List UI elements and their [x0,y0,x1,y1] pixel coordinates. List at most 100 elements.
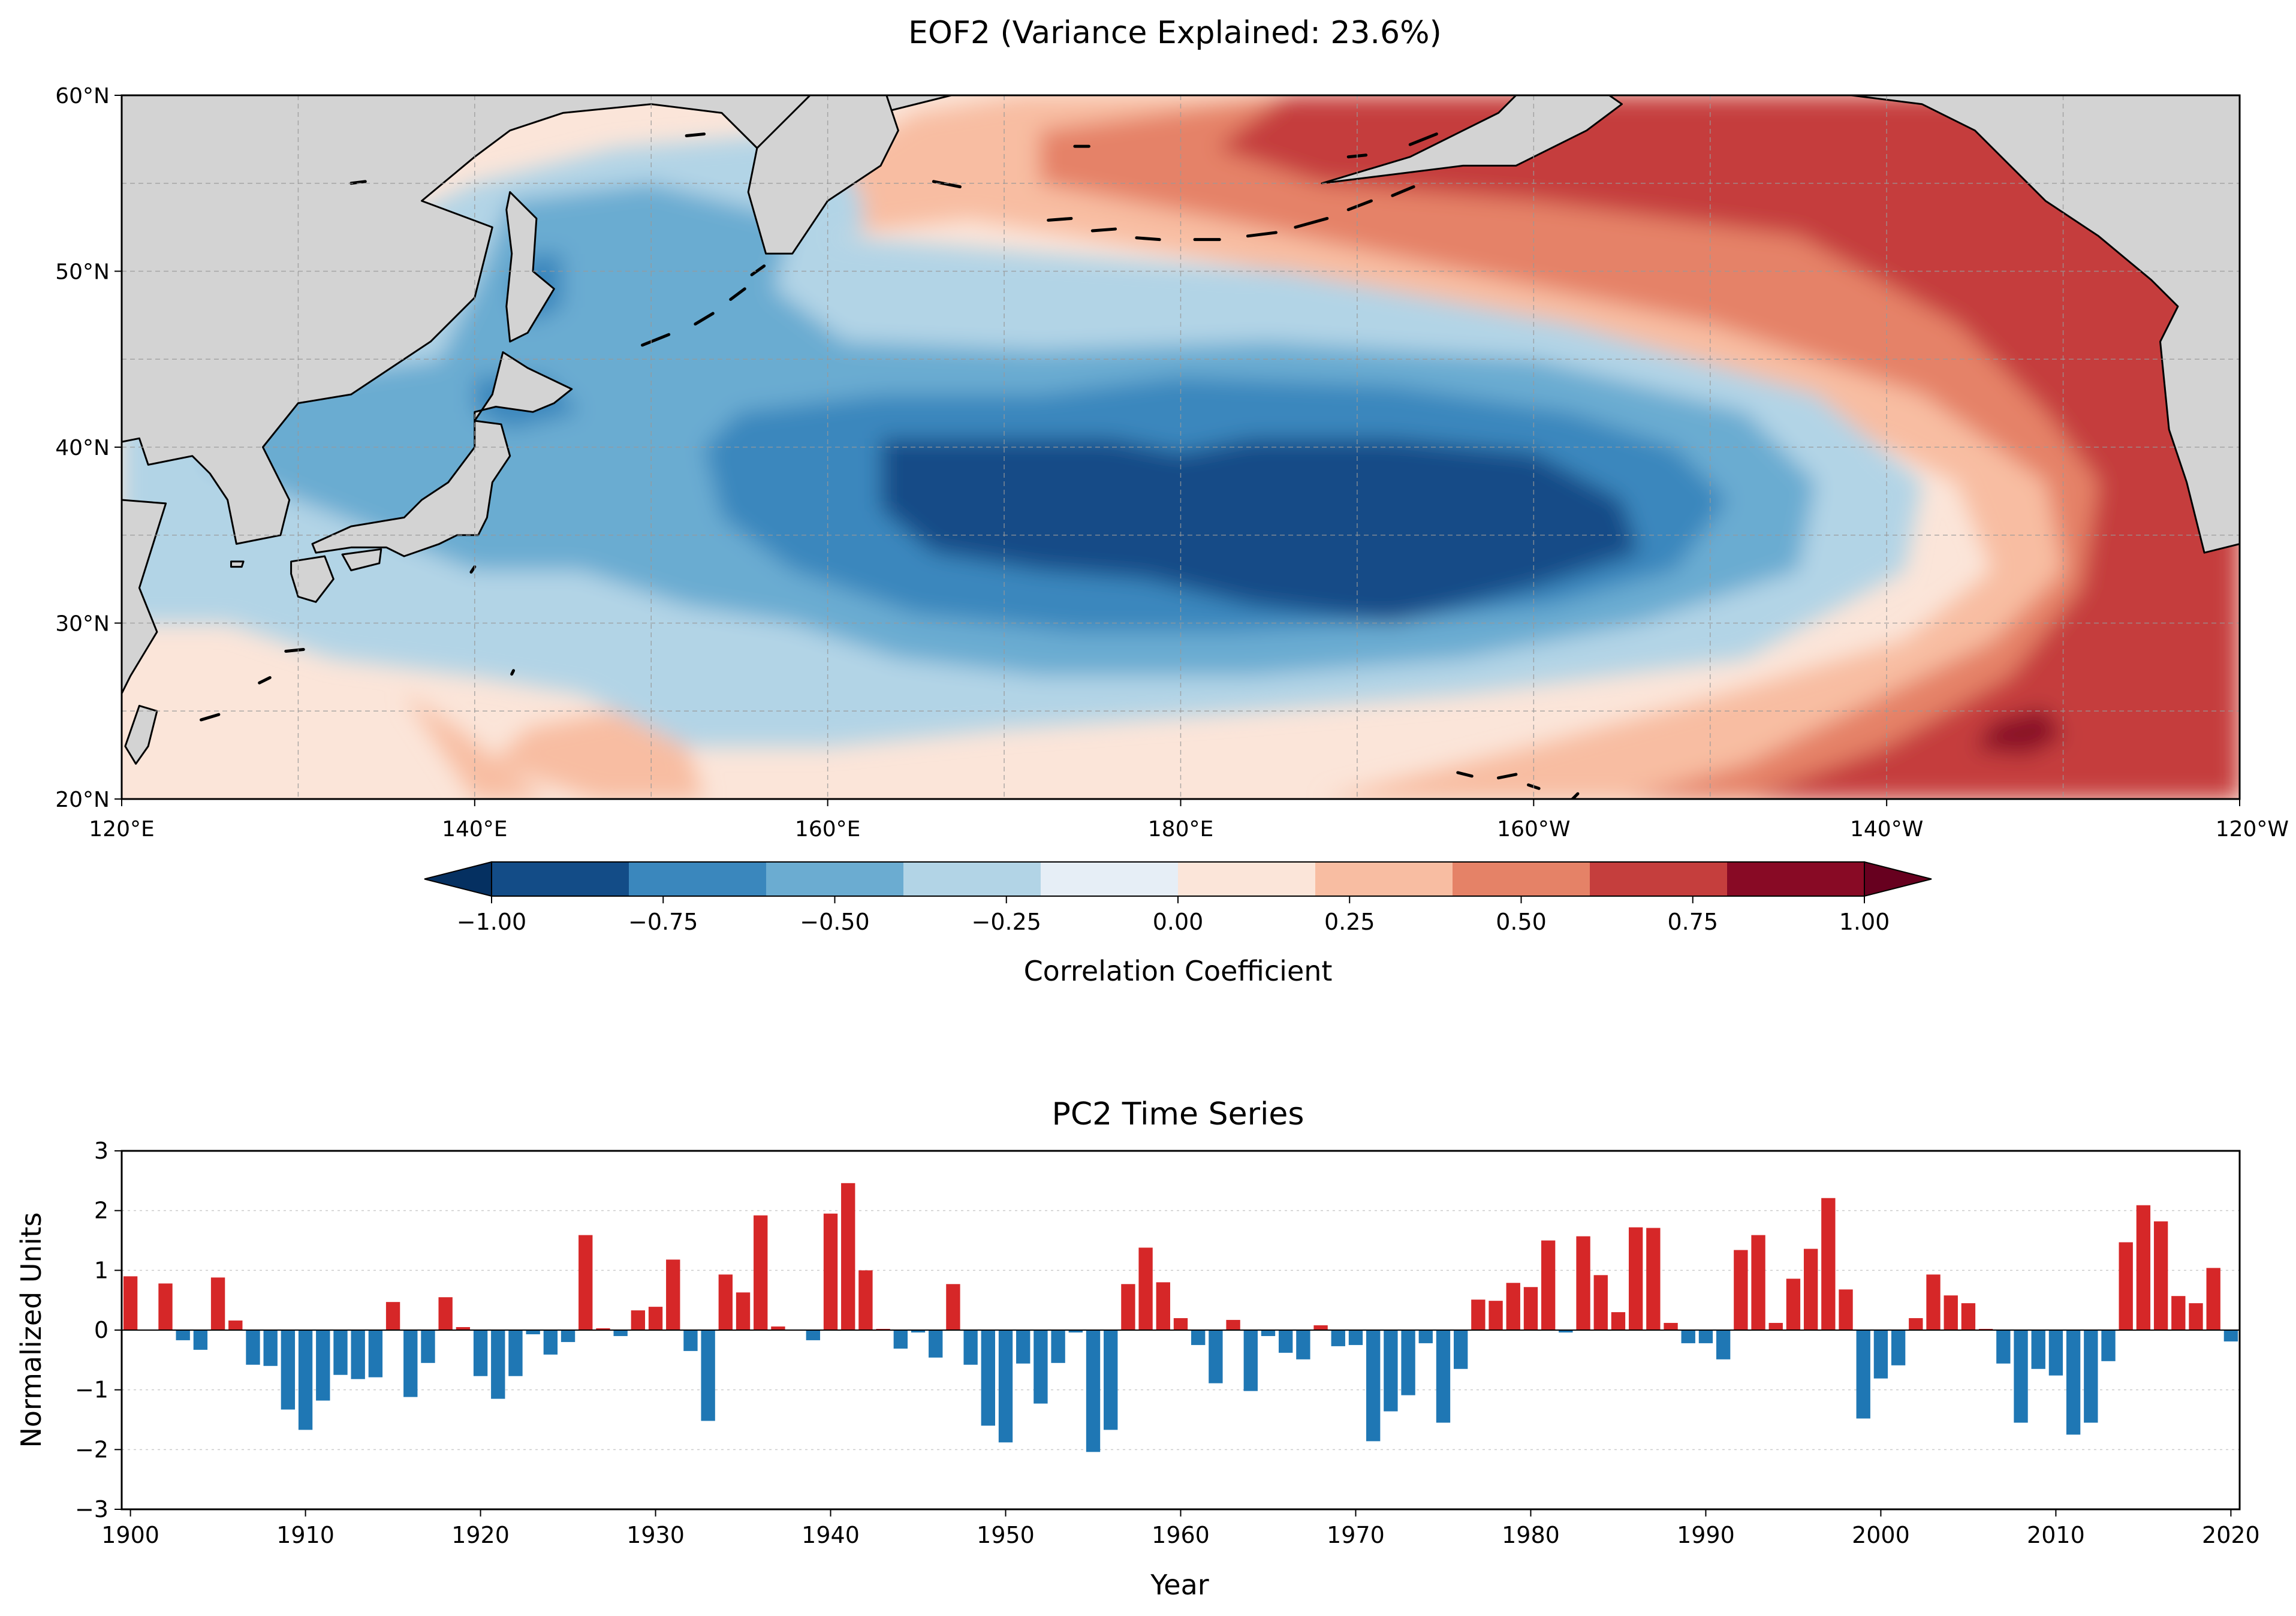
pc2-bar-1902 [158,1283,173,1330]
pc-ytick-label: −3 [75,1496,109,1522]
contour-0.8-1.0-0 [1975,707,2063,755]
island-17 [284,648,305,653]
pc2-bar-1917 [421,1330,435,1363]
island-22 [561,917,563,922]
pc-xtick-label: 1970 [1327,1522,1385,1548]
pc2-bar-1927 [596,1328,610,1330]
pc2-bar-1978 [1489,1301,1503,1330]
eof2-map [122,95,2240,922]
pc-ytick-label: −2 [75,1436,109,1463]
north-america [1744,95,2240,554]
pc2-bar-1968 [1313,1325,1328,1330]
pc2-bar-2008 [2014,1330,2028,1423]
pc2-bar-1945 [911,1330,926,1332]
pc-xtick-label: 2020 [2202,1522,2260,1548]
pc2-bar-2012 [2084,1330,2098,1423]
colorbar-tick-label: 1.00 [1839,909,1890,935]
pc2-bar-1961 [1191,1330,1206,1345]
pc2-bar-1976 [1453,1330,1468,1369]
pc2-bar-1929 [631,1310,646,1330]
pc2-bar-1955 [1086,1330,1101,1452]
pc2-bar-2007 [1996,1330,2011,1364]
pc2-bar-1918 [438,1297,453,1330]
pc2-bar-2020 [2223,1330,2238,1341]
pc2-bar-2011 [2066,1330,2081,1435]
colorbar-tick-label: −0.50 [800,909,869,935]
pc2-bar-1985 [1611,1312,1626,1330]
pc2-bar-1944 [893,1330,908,1349]
pc2-bar-1928 [613,1330,628,1336]
island-3 [750,264,766,276]
alaska [1109,95,1623,185]
pc2-bar-1986 [1628,1227,1643,1330]
pc2-bar-1981 [1541,1240,1556,1330]
pc2-bar-2010 [2048,1330,2063,1376]
pc2-bar-1965 [1261,1330,1276,1336]
pc2-bar-1948 [963,1330,978,1365]
pc2-bar-1937 [771,1326,785,1330]
pc2-bar-1963 [1226,1320,1240,1330]
pc2-bar-1914 [368,1330,383,1377]
map-ytick-label: 30°N [55,612,110,637]
pc-xtick-label: 1940 [802,1522,860,1548]
pc-ytick-label: 2 [94,1198,109,1224]
island-9 [1294,216,1329,229]
map-xtick-label: 140°E [442,817,507,842]
island-15 [1408,132,1438,146]
pc2-bar-2005 [1961,1303,1976,1330]
pc2-bar-1958 [1138,1247,1153,1330]
sakhalin [505,191,555,343]
pc-ytick-label: 1 [94,1257,109,1283]
island-16 [685,132,706,138]
colorbar-extend-high [1864,861,1932,897]
pc2-bar-1922 [508,1330,523,1376]
pc2-bar-2019 [2206,1268,2220,1330]
map-ytick-label: 20°N [55,788,110,812]
pc2-bar-1984 [1593,1275,1608,1330]
colorbar-label: Correlation Coefficient [1024,955,1333,987]
pc2-bar-1953 [1051,1330,1065,1363]
island-18 [258,676,272,685]
pc2-bar-1962 [1209,1330,1223,1383]
pc2-bar-1954 [1068,1330,1083,1332]
pc-xtick-label: 1930 [626,1522,685,1548]
colorbar-extend-low [424,861,492,897]
pc2-bar-1931 [666,1259,680,1330]
honshu [311,420,511,557]
colorbar-segment [1041,862,1179,896]
island-5 [1090,227,1117,233]
pc2-bar-1924 [543,1330,558,1355]
pc2-bar-1967 [1296,1330,1310,1359]
pc2-bar-1946 [929,1330,943,1358]
pc-ytick-label: 0 [94,1317,109,1343]
colorbar: −1.00 −0.75 −0.50 −0.25 0.00 0.25 0.50 0.75 1.00 [424,861,1932,935]
pc2-bar-1999 [1856,1330,1870,1419]
pc2-bar-1969 [1331,1330,1345,1346]
colorbar-tick-label: −0.75 [628,909,698,935]
pc2-bar-1940 [823,1213,838,1330]
land-masses [122,95,2240,922]
pc2-bar-1980 [1523,1287,1538,1330]
island-24 [1496,773,1518,780]
map-xtick-label: 180°E [1148,817,1213,842]
pc2-bar-1930 [648,1307,663,1330]
pc2-bar-1911 [316,1330,330,1401]
map-xtick-label: 120°W [2216,817,2289,842]
pc2-bar-1975 [1436,1330,1451,1423]
pc2-bar-1909 [281,1330,296,1410]
colorbar-segment [629,862,767,896]
pc2-bar-1919 [456,1327,471,1330]
pc-xtick-label: 1990 [1677,1522,1735,1548]
pc2-bar-1957 [1121,1284,1135,1330]
island-23 [1456,771,1474,778]
pc2-bar-1910 [298,1330,313,1430]
pc2-bar-1987 [1646,1228,1661,1330]
map-ytick-label: 60°N [55,84,110,108]
pc2-bar-2003 [1926,1274,1941,1330]
pc2-bar-1905 [210,1277,225,1330]
island-1 [694,312,715,326]
pc2-bar-1974 [1418,1330,1433,1343]
map-ytick-label: 50°N [55,260,110,285]
pc2-bar-1941 [841,1183,855,1330]
